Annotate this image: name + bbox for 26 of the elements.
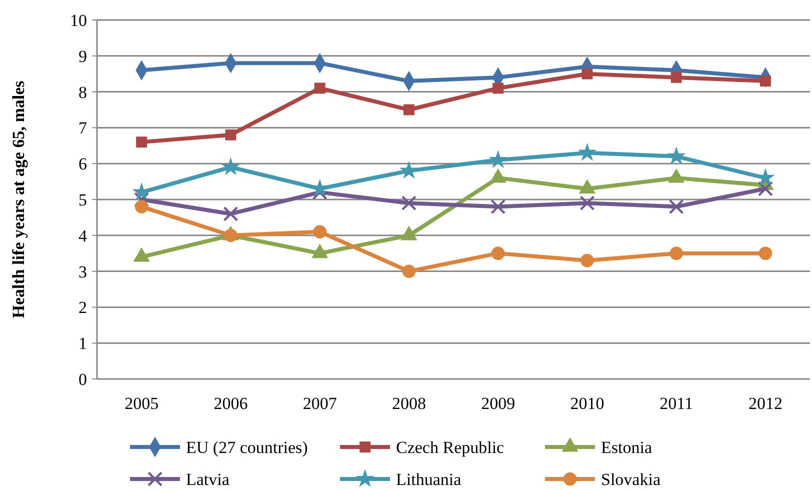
y-tick-label: 7 xyxy=(78,118,88,138)
legend-label: Slovakia xyxy=(601,470,661,489)
y-tick-label: 3 xyxy=(78,262,87,282)
legend-label: Czech Republic xyxy=(396,438,505,457)
legend-label: Latvia xyxy=(186,470,230,489)
y-tick-label: 6 xyxy=(78,154,87,174)
y-tick-label: 2 xyxy=(78,298,87,318)
x-tick-label: 2005 xyxy=(124,394,159,413)
legend-label: Estonia xyxy=(601,438,652,457)
legend-label: EU (27 countries) xyxy=(186,438,308,457)
x-tick-label: 2007 xyxy=(302,394,338,413)
x-tick-label: 2010 xyxy=(570,394,604,413)
x-tick-label: 2012 xyxy=(748,394,782,413)
y-tick-label: 0 xyxy=(78,370,87,389)
y-tick-label: 1 xyxy=(78,334,87,354)
x-tick-label: 2006 xyxy=(214,394,248,413)
y-axis-title: Health life years at age 65, males xyxy=(9,80,28,318)
y-tick-label: 5 xyxy=(78,190,87,210)
x-tick-label: 2008 xyxy=(392,394,426,413)
y-tick-label: 9 xyxy=(78,46,87,66)
y-tick-label: 4 xyxy=(78,226,88,246)
y-tick-label: 10 xyxy=(70,10,87,30)
y-tick-label: 8 xyxy=(78,82,87,102)
x-tick-label: 2011 xyxy=(660,394,693,413)
legend-label: Lithuania xyxy=(396,470,462,489)
x-tick-label: 2009 xyxy=(481,394,516,413)
